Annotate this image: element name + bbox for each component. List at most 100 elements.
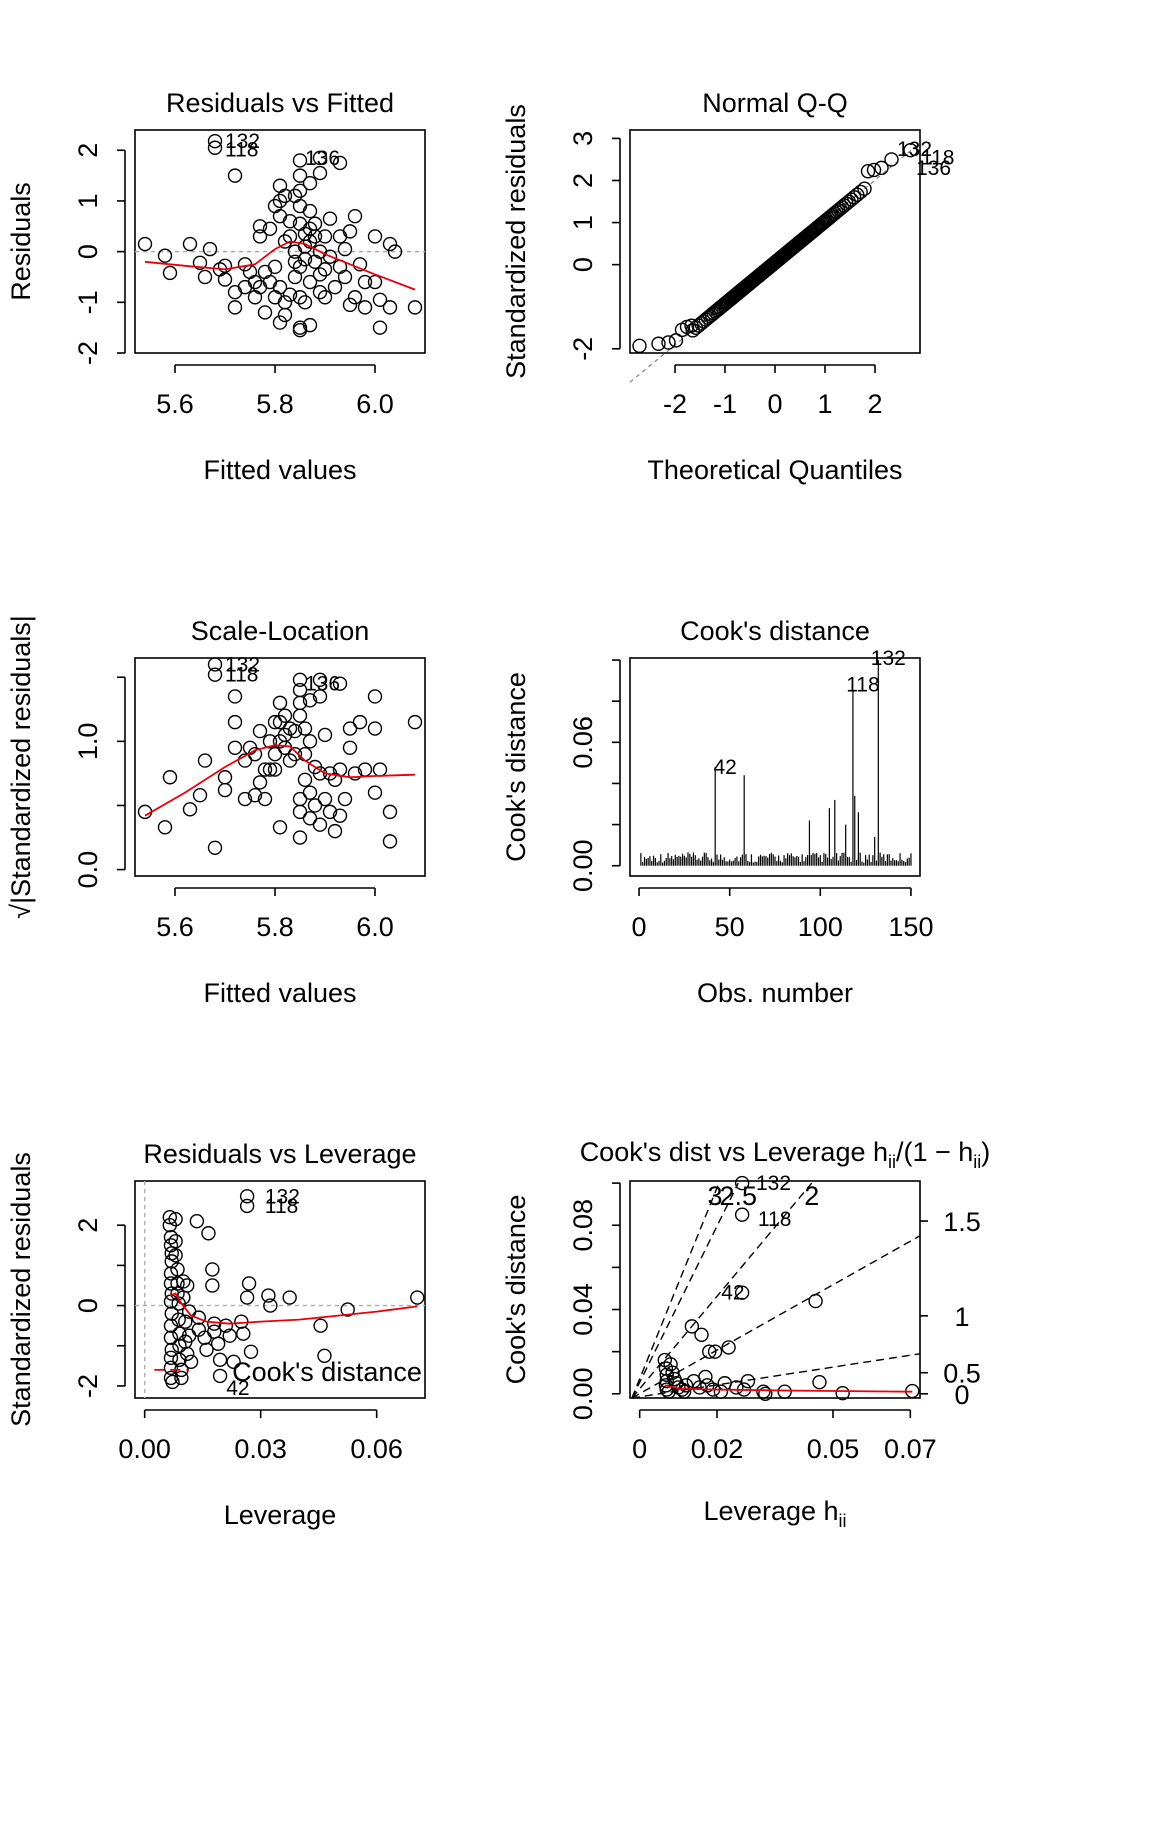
data-point <box>407 714 423 730</box>
data-point <box>382 804 398 820</box>
plot-frame <box>629 1180 921 1399</box>
data-point <box>247 274 263 290</box>
data-point <box>317 290 333 305</box>
data-point <box>302 734 318 749</box>
y-tick-label: 2 <box>73 143 103 158</box>
data-point <box>317 727 333 743</box>
title-part: /(1 − h <box>896 1137 973 1167</box>
data-point <box>262 274 278 290</box>
data-point <box>382 834 398 849</box>
data-point <box>327 823 343 839</box>
data-point <box>347 766 363 781</box>
data-point <box>179 1346 195 1361</box>
data-point <box>137 236 153 252</box>
data-point <box>262 734 278 749</box>
point-label: 118 <box>758 1208 791 1231</box>
data-point <box>272 193 288 209</box>
y-tick-label: 2 <box>73 1218 103 1233</box>
data-point <box>342 721 358 736</box>
data-point <box>292 804 308 820</box>
data-point <box>292 259 308 275</box>
data-point <box>302 274 318 290</box>
y-axis-label: Residuals <box>6 182 36 301</box>
x-axis-label: Leverage <box>224 1500 337 1530</box>
data-point <box>297 772 313 788</box>
contour-label: 2.5 <box>719 1181 757 1211</box>
y-tick-label: 0.00 <box>568 839 598 892</box>
right-tick-label: 0.5 <box>943 1359 981 1389</box>
data-point <box>277 708 293 723</box>
data-point <box>302 203 318 219</box>
plot-frame <box>134 657 426 877</box>
data-point <box>207 657 223 672</box>
chart-title: Cook's distance <box>680 616 870 646</box>
cooks-contour-line <box>631 1182 720 1399</box>
data-point <box>227 300 243 315</box>
data-point <box>261 1288 276 1303</box>
chart-panel-4: Cook's distance Obs. number Cook's distanc… <box>501 616 933 1008</box>
data-point <box>678 1378 694 1393</box>
y-tick-label: 0.00 <box>568 1368 598 1421</box>
x-axis-label-text: Leverage h <box>703 1496 838 1526</box>
y-tick-label: 0.06 <box>568 716 598 769</box>
chart-panel-6: Cook's dist vs Leverage hii/(1 − hii) Lev… <box>501 1137 990 1531</box>
data-point <box>302 785 318 800</box>
data-point <box>734 1207 750 1222</box>
data-point <box>201 1226 216 1241</box>
data-point <box>312 672 328 687</box>
data-point <box>729 1380 744 1395</box>
x-tick-label: 50 <box>715 912 745 942</box>
point-label: 118 <box>225 138 258 161</box>
y-tick-label: 0.0 <box>73 851 103 889</box>
title-part: Cook's dist vs Leverage h <box>580 1137 888 1167</box>
data-point <box>217 272 233 287</box>
data-point <box>272 208 288 224</box>
y-axis-label: Standardized residuals <box>501 104 531 379</box>
data-point <box>162 265 178 281</box>
point-label: 42 <box>721 1282 744 1305</box>
data-point <box>239 1189 255 1204</box>
data-point <box>282 1290 297 1305</box>
data-point <box>372 762 388 777</box>
chart-title: Residuals vs Fitted <box>166 88 394 118</box>
data-point <box>191 1310 207 1325</box>
data-point <box>287 269 303 285</box>
data-point <box>257 762 273 777</box>
data-point <box>352 714 368 730</box>
data-point <box>312 284 328 300</box>
chart-title: Residuals vs Leverage <box>143 1139 416 1169</box>
x-axis-label: Theoretical Quantiles <box>647 455 902 485</box>
point-label: 42 <box>714 756 737 779</box>
x-tick-label: 5.6 <box>156 389 194 419</box>
data-point <box>163 1350 179 1366</box>
data-point <box>668 333 684 348</box>
x-tick-label: 6.0 <box>356 912 394 942</box>
plot-frame <box>629 657 921 877</box>
x-tick-label: -1 <box>713 389 737 419</box>
data-point <box>267 290 283 305</box>
data-point <box>342 740 358 755</box>
point-label: 42 <box>226 1377 249 1400</box>
chart-title: Cook's dist vs Leverage hii/(1 − hii) <box>580 1137 991 1172</box>
data-point <box>247 290 263 305</box>
data-point <box>332 229 348 244</box>
data-point <box>410 1290 425 1305</box>
smooth-line <box>169 1292 418 1325</box>
data-point <box>287 254 303 269</box>
y-tick-label: -2 <box>73 1374 103 1398</box>
data-point <box>207 133 223 149</box>
data-point <box>367 689 383 704</box>
point-label: 136 <box>305 147 340 170</box>
data-point <box>734 1175 750 1191</box>
chart-panel-1: Residuals vs Fitted Fitted values Residual… <box>6 88 426 485</box>
x-axis-label-subscript: ii <box>839 1511 847 1531</box>
data-point <box>347 208 363 224</box>
point-label: 132 <box>897 138 932 161</box>
plot-frame <box>134 1180 426 1399</box>
data-point <box>176 1274 191 1289</box>
data-point <box>272 178 288 193</box>
point-label: 136 <box>305 673 340 696</box>
data-point <box>267 762 283 777</box>
data-point <box>277 188 293 204</box>
data-point <box>382 236 398 252</box>
